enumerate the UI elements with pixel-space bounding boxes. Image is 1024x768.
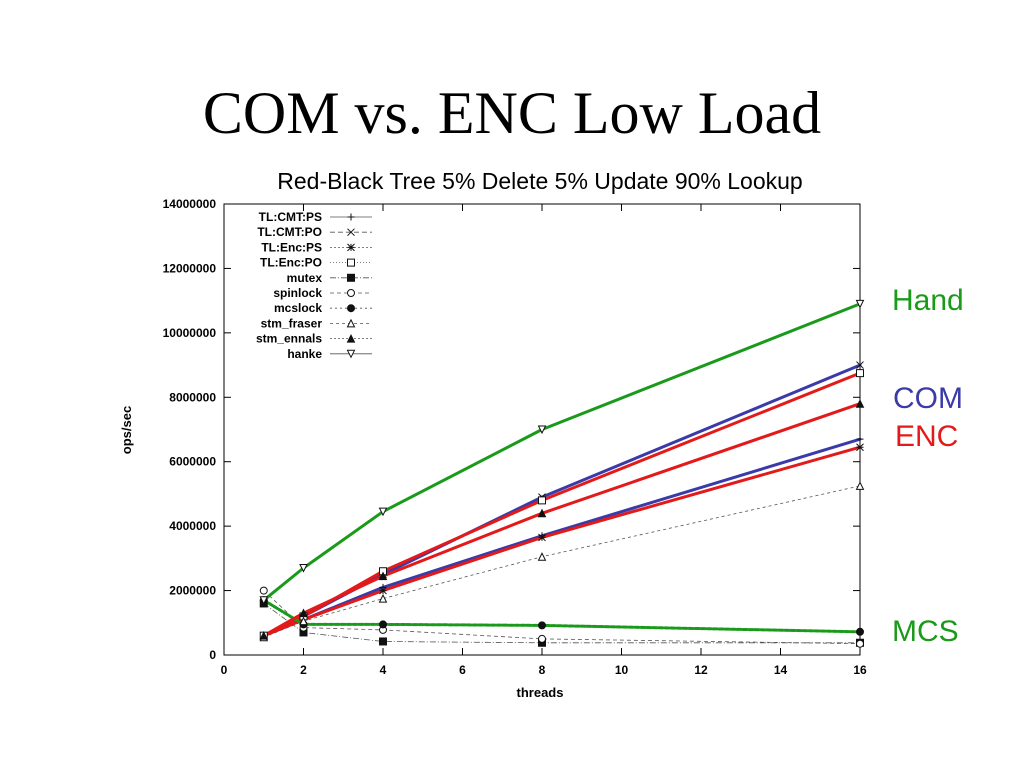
point-marker <box>347 258 355 267</box>
point-marker <box>379 620 387 629</box>
x-axis-label: threads <box>517 685 564 700</box>
point-marker <box>299 608 308 618</box>
point-marker <box>538 533 546 542</box>
y-tick-label: 12000000 <box>163 261 217 275</box>
point-marker <box>379 637 387 646</box>
legend-label: hanke <box>287 347 322 361</box>
series-line-stm-fraser <box>263 485 861 638</box>
legend-label: mutex <box>287 271 323 285</box>
series-line-tl-cmt-ps <box>263 438 861 637</box>
y-tick-label: 4000000 <box>169 519 216 533</box>
point-marker <box>347 304 355 313</box>
point-marker <box>856 443 864 452</box>
series-line-tl-enc-ps <box>263 446 861 637</box>
legend-label: TL:CMT:PS <box>259 210 322 224</box>
point-marker <box>537 425 547 435</box>
legend-label: mcslock <box>274 301 322 315</box>
point-marker <box>538 634 546 643</box>
x-tick-label: 0 <box>221 663 228 677</box>
series-highlight-tl-enc-po <box>262 371 862 638</box>
series-highlight-mcslock <box>262 598 862 634</box>
point-marker <box>346 333 356 343</box>
series-line-tl-cmt-po <box>263 364 861 637</box>
point-marker <box>299 616 308 626</box>
x-tick-label: 4 <box>380 663 387 677</box>
y-tick-label: 14000000 <box>163 197 217 211</box>
hand-label: Hand <box>892 284 964 317</box>
legend-label: TL:CMT:PO <box>257 225 322 239</box>
point-marker <box>346 349 356 359</box>
y-axis-label: ops/sec <box>119 406 134 454</box>
x-tick-label: 2 <box>300 663 307 677</box>
point-marker <box>379 586 387 595</box>
point-marker <box>299 564 308 573</box>
series-line-tl-enc-po <box>263 372 861 637</box>
legend-label: TL:Enc:PS <box>261 240 322 254</box>
y-tick-label: 10000000 <box>163 326 217 340</box>
point-marker <box>347 228 355 237</box>
com-label: COM <box>893 382 963 415</box>
chart-title: Red-Black Tree 5% Delete 5% Update 90% L… <box>277 168 803 194</box>
x-tick-label: 8 <box>539 663 546 677</box>
legend-label: spinlock <box>273 286 322 300</box>
point-marker <box>378 571 388 581</box>
point-marker <box>856 361 864 369</box>
y-tick-label: 2000000 <box>169 584 216 598</box>
point-marker <box>855 399 865 408</box>
point-marker <box>855 481 865 490</box>
series-highlight-tl-enc-ps <box>262 445 862 638</box>
legend-label: TL:Enc:PO <box>260 256 322 270</box>
slide-title: COM vs. ENC Low Load <box>202 80 822 146</box>
series-highlight-hanke <box>262 302 862 602</box>
point-marker <box>856 627 864 636</box>
point-marker <box>346 318 356 328</box>
y-tick-label: 0 <box>209 648 216 662</box>
series-line-mcslock <box>263 599 861 633</box>
mcs-label: MCS <box>892 615 959 648</box>
x-tick-label: 14 <box>774 663 788 677</box>
point-marker <box>538 621 546 630</box>
x-tick-label: 6 <box>459 663 466 677</box>
point-marker <box>347 289 355 297</box>
series-highlight-tl-cmt-ps <box>262 437 862 638</box>
series-line-hanke <box>263 303 861 601</box>
legend-label: stm_ennals <box>256 332 322 346</box>
enc-label: ENC <box>895 420 959 453</box>
point-marker <box>378 594 388 603</box>
point-marker <box>259 586 268 595</box>
point-marker <box>537 508 547 518</box>
chart-axes: 0200000040000006000000800000010000000120… <box>163 197 867 677</box>
series-highlight-tl-cmt-po <box>262 363 862 638</box>
point-marker <box>347 213 355 221</box>
x-tick-label: 16 <box>853 663 867 677</box>
point-marker <box>378 507 388 517</box>
y-tick-label: 8000000 <box>169 390 216 404</box>
x-tick-label: 12 <box>694 663 708 677</box>
chart-series-lines <box>259 299 865 648</box>
point-marker <box>538 496 546 505</box>
point-marker <box>259 596 269 605</box>
point-marker <box>856 369 864 378</box>
x-tick-label: 10 <box>615 663 629 677</box>
point-marker <box>856 435 864 443</box>
point-marker <box>347 243 355 252</box>
point-marker <box>856 639 864 648</box>
point-marker <box>347 273 355 282</box>
point-marker <box>855 299 865 309</box>
y-tick-label: 6000000 <box>169 455 216 469</box>
point-marker <box>259 631 269 640</box>
point-marker <box>537 552 547 561</box>
legend-label: stm_fraser <box>261 316 323 330</box>
